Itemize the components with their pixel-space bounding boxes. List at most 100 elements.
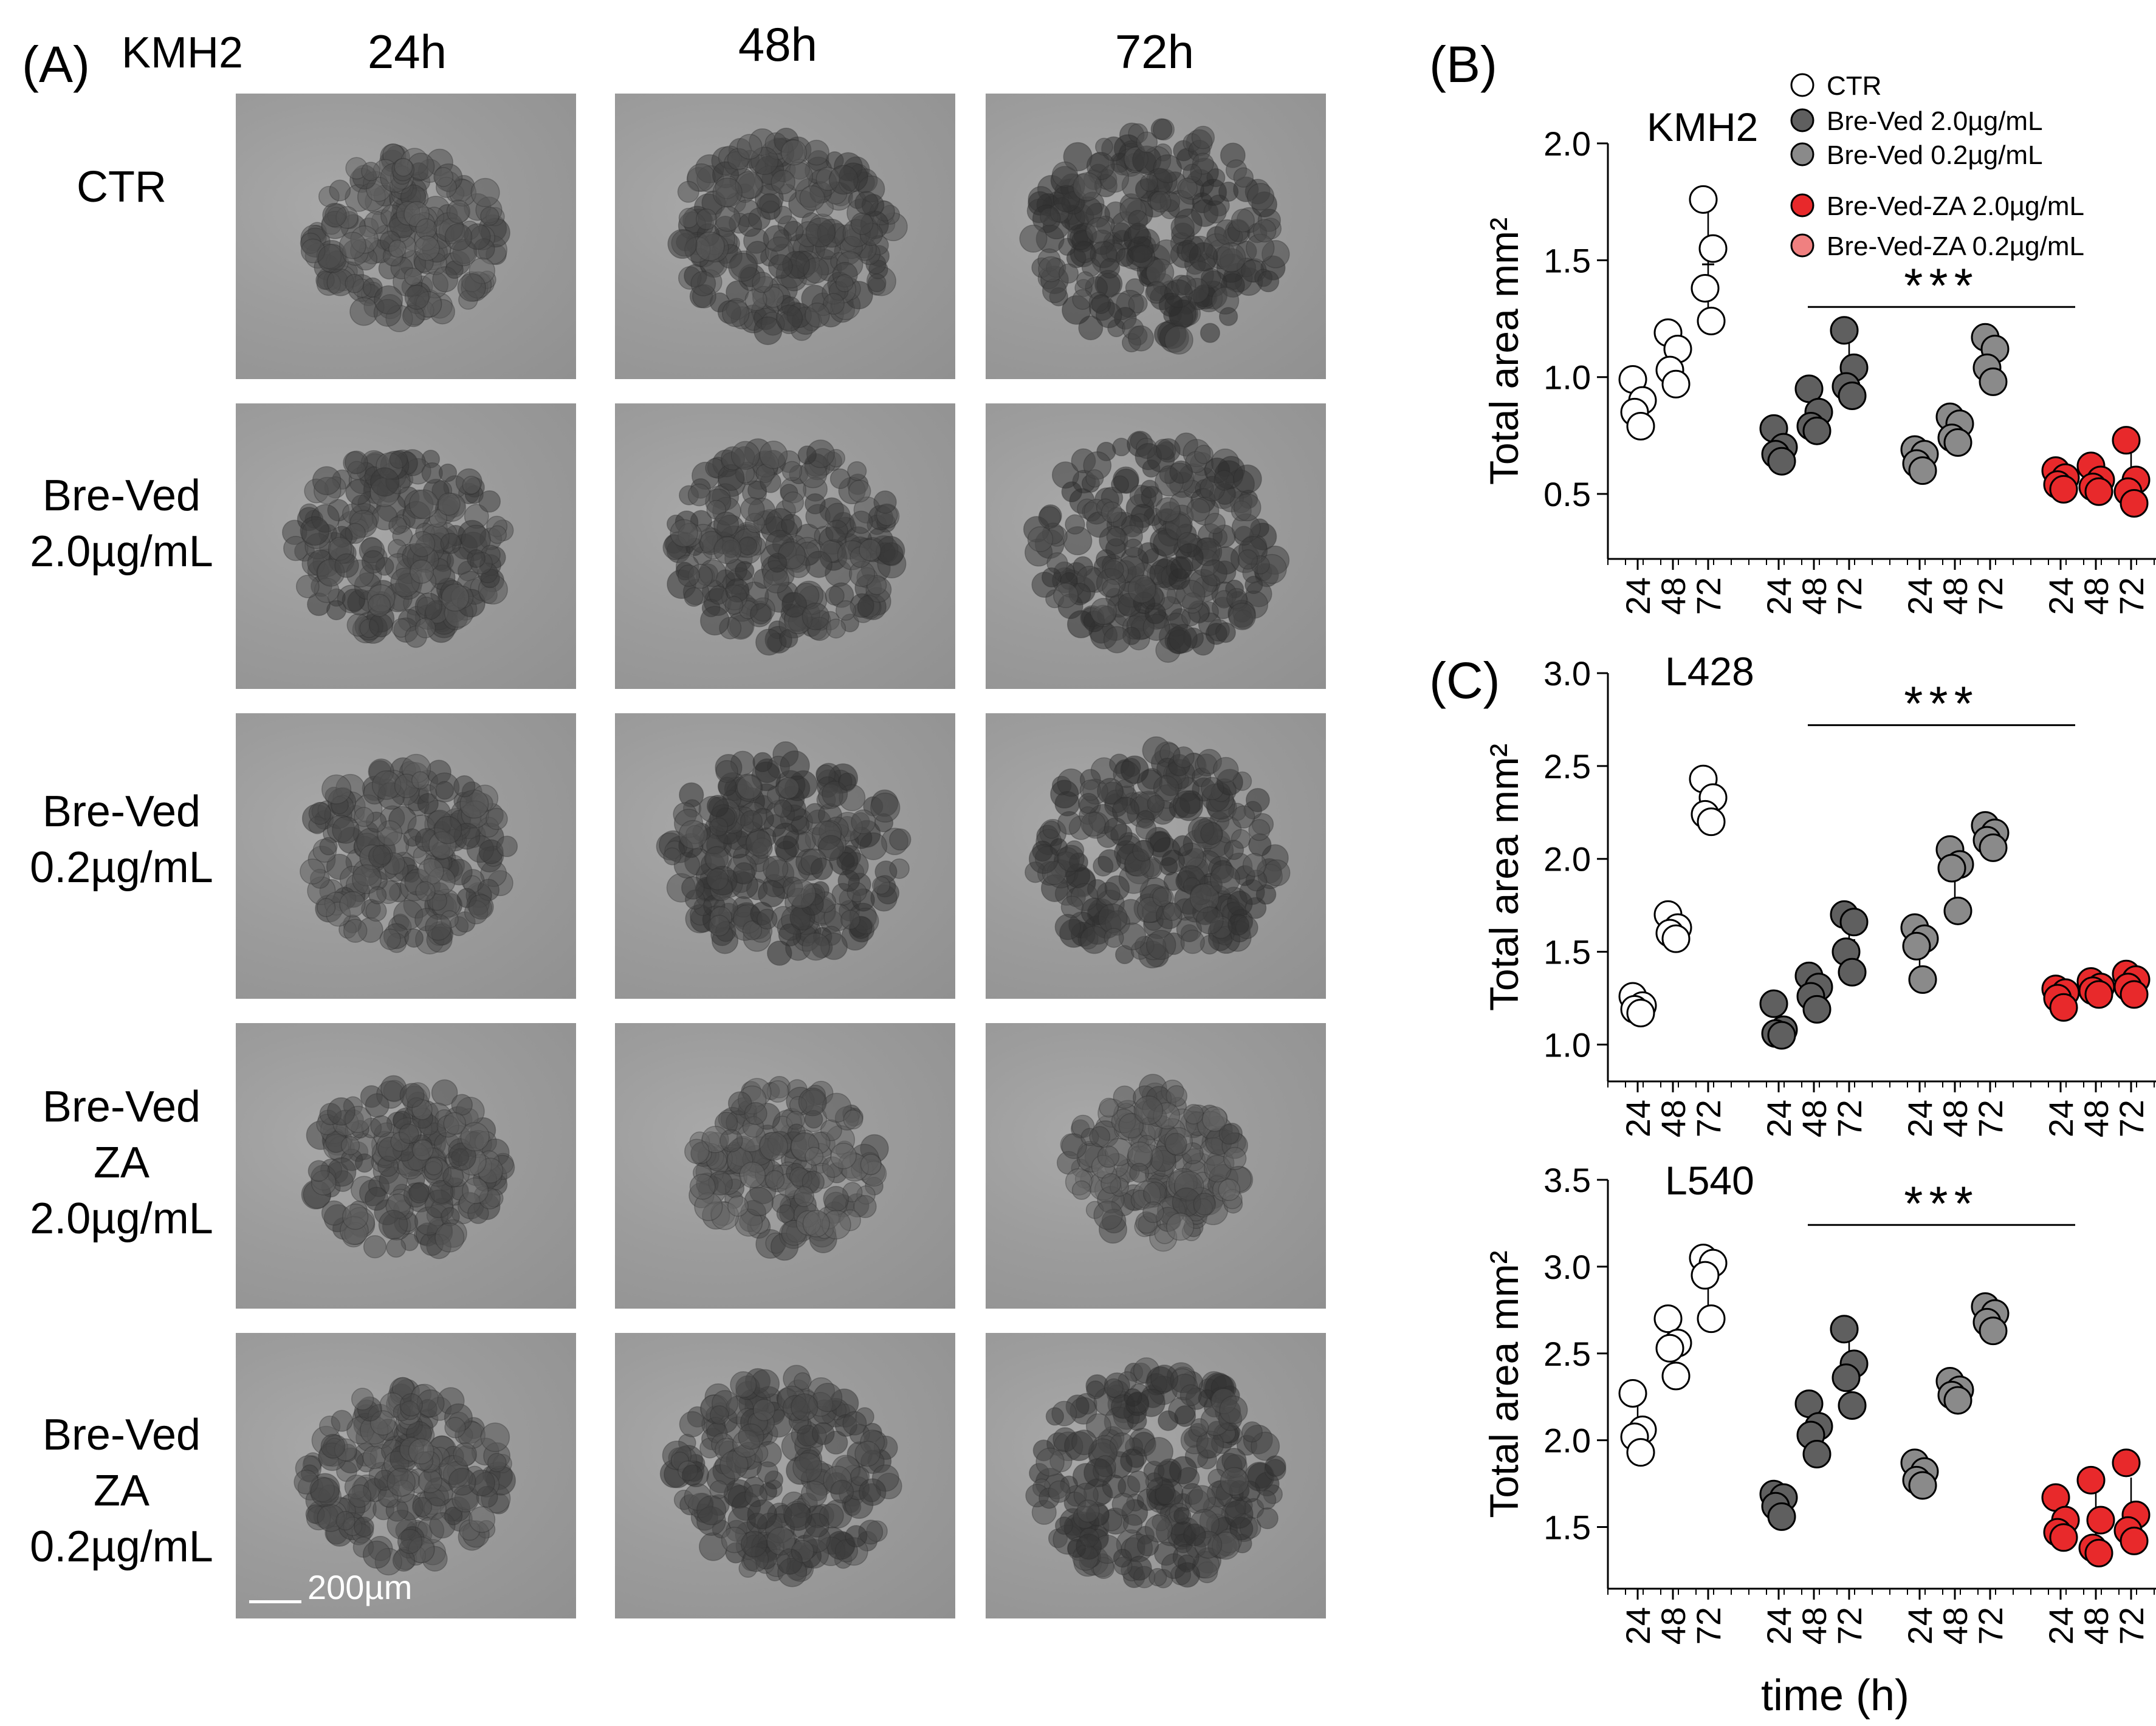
colony-cell <box>1073 172 1102 202</box>
colony-cell <box>754 316 783 345</box>
colony-cell <box>810 857 833 880</box>
x-tick-label: 24 <box>1901 577 1939 615</box>
x-tick-label: 72 <box>1830 577 1869 615</box>
colony-cell <box>854 191 879 215</box>
colony-cell <box>1128 325 1155 352</box>
colony-cell <box>1164 325 1193 355</box>
colony-cell <box>1233 493 1262 522</box>
row-label-breved-2-line2: 2.0µg/mL <box>30 527 213 576</box>
colony-cell <box>828 165 859 195</box>
data-point <box>2084 980 2113 1009</box>
x-tick-label: 72 <box>2112 577 2151 615</box>
colony-cell <box>1169 460 1193 484</box>
colony-cell <box>805 493 826 515</box>
colony-cell <box>457 273 486 302</box>
y-tick-label: 1.5 <box>1543 241 1591 279</box>
y-tick-label: 1.0 <box>1543 358 1591 397</box>
colony-cell <box>667 228 698 259</box>
colony-cell <box>441 583 470 612</box>
colony-cell <box>408 489 439 519</box>
colony-cell <box>486 807 508 830</box>
x-tick-label: 24 <box>1619 1607 1657 1645</box>
colony-cell <box>706 795 729 817</box>
data-point <box>1767 1021 1796 1050</box>
colony-cell <box>700 606 730 636</box>
row-label-breved-2: Bre-Ved 2.0µg/mL <box>12 468 231 580</box>
significance-stars: *** <box>1904 1176 1979 1230</box>
colony-cell <box>468 894 494 920</box>
colony-cell <box>1124 538 1143 558</box>
colony-cell <box>1149 831 1171 853</box>
micrograph-r2-c3 <box>986 403 1326 689</box>
y-tick-label: 1.5 <box>1543 1509 1591 1547</box>
colony-cell <box>370 467 400 497</box>
colony-cell <box>690 270 716 296</box>
y-tick-label: 0.5 <box>1543 475 1591 513</box>
data-point <box>1759 989 1788 1018</box>
colony-cell <box>444 223 473 251</box>
x-tick-label: 24 <box>1760 577 1798 615</box>
data-point <box>1661 369 1691 399</box>
x-tick-label: 48 <box>1654 577 1692 615</box>
colony-cell <box>1158 292 1183 317</box>
data-point <box>1830 316 1859 345</box>
y-tick-label: 3.0 <box>1543 1248 1591 1286</box>
colony-cell <box>1204 513 1226 534</box>
colony-cell <box>332 816 360 844</box>
colony-cell <box>1078 793 1099 814</box>
data-point <box>1698 234 1728 263</box>
data-point <box>1838 1391 1867 1420</box>
colony-cell <box>480 207 500 226</box>
x-tick-label: 48 <box>2077 577 2115 615</box>
colony-cell <box>889 828 911 851</box>
colony-cell <box>470 177 500 207</box>
data-point <box>1979 367 2008 396</box>
colony-cell <box>781 461 803 482</box>
legend-marker <box>1790 193 1814 217</box>
colony-cell <box>1053 583 1079 608</box>
colony-cell <box>713 536 742 564</box>
colony-cell <box>425 914 452 941</box>
colony-cell <box>1215 622 1236 643</box>
data-point <box>1908 965 1937 994</box>
colony-cell <box>1162 902 1182 921</box>
colony-cell <box>867 273 887 293</box>
colony-cell <box>1059 263 1079 284</box>
colony-cell <box>1232 805 1255 829</box>
x-tick-label: 24 <box>1901 1100 1939 1137</box>
colony-cell <box>1097 778 1124 804</box>
colony-cell <box>435 781 455 800</box>
colony-cell <box>802 602 830 631</box>
data-point <box>1661 1361 1691 1391</box>
legend-marker <box>1790 142 1814 166</box>
colony-cell <box>1135 818 1157 840</box>
colony-cell <box>731 440 760 470</box>
colony-cell <box>708 914 730 937</box>
colony-cell <box>1152 887 1172 907</box>
colony-cell <box>408 1182 430 1204</box>
colony-cell <box>1090 598 1117 625</box>
colony-cell <box>1257 270 1280 293</box>
colony-cell <box>363 1235 387 1259</box>
colony-cell <box>873 490 897 514</box>
colony-cell <box>321 774 352 804</box>
colony-cell <box>1054 914 1081 940</box>
colony-cell <box>345 273 365 293</box>
colony-cell <box>389 450 408 469</box>
colony-cell <box>1172 746 1195 769</box>
colony-cell <box>695 208 718 230</box>
colony-cell <box>835 600 856 621</box>
colony-cell <box>342 1204 369 1230</box>
colony-cell <box>1200 821 1223 845</box>
micrograph-r2-c1 <box>236 403 576 689</box>
data-point <box>2049 993 2078 1022</box>
colony-cell <box>1252 219 1277 243</box>
colony-cell <box>1076 271 1094 290</box>
colony-cell <box>340 1136 360 1156</box>
colony-cell <box>354 807 374 827</box>
colony-cell <box>802 933 830 961</box>
chart-title: KMH2 <box>1647 104 1758 149</box>
colony-cell <box>394 157 413 177</box>
colony-cell <box>1050 779 1079 809</box>
significance-stars: *** <box>1904 677 1979 731</box>
